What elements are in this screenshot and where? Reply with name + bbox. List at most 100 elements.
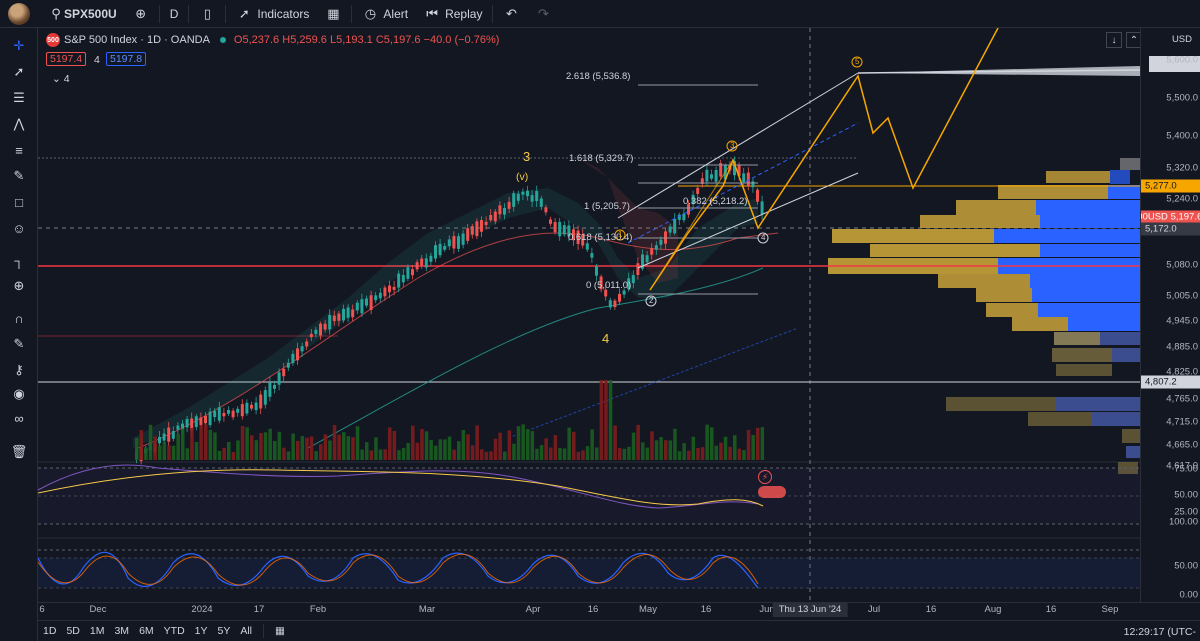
clock-label[interactable]: 12:29:17 (UTC- [1123, 626, 1196, 638]
lock-icon[interactable]: ⚷ [14, 362, 24, 377]
time-axis[interactable]: 6 Dec 2024 17 Feb Mar Apr 16 May 16 Jun … [38, 602, 1200, 617]
emoji-tool-icon[interactable]: ☺ [12, 220, 26, 236]
volume-bar [470, 445, 475, 460]
eye-icon[interactable]: ◉ [13, 386, 25, 401]
price-tick: 5,400.0 [1166, 130, 1198, 142]
replay-button[interactable]: ⏮ Replay [416, 0, 490, 28]
volume-bar [696, 448, 700, 460]
volume-bar [397, 450, 401, 460]
bid-box[interactable]: 5197.4 [46, 52, 87, 66]
ask-box[interactable]: 5197.8 [106, 52, 147, 66]
volume-bar [452, 449, 456, 460]
volume-bar [411, 425, 415, 460]
volume-bar [719, 442, 723, 460]
crosshair-tool-icon[interactable]: ✛ [13, 38, 25, 53]
indicators-button[interactable]: ➚ Indicators [228, 0, 317, 28]
flag-events-icon[interactable] [758, 486, 786, 498]
volume-bar [489, 451, 493, 460]
price-tick: 5,320.0 [1166, 162, 1198, 174]
trash-icon[interactable]: 🗑 [10, 444, 28, 459]
volume-bar [544, 438, 548, 460]
price-axis[interactable]: USD 5,600.0 5,500.0 5,400.0 5,320.0 5,24… [1140, 28, 1200, 602]
prediction-tool-icon[interactable]: ≡ [15, 142, 23, 158]
currency-label[interactable]: USD [1171, 34, 1192, 45]
volume-bar [503, 451, 507, 460]
layouts-button[interactable]: ▦ [317, 0, 349, 28]
volume-bar [466, 434, 470, 460]
volume-bar [645, 447, 650, 460]
spread-value: 4 [94, 54, 100, 66]
volume-bar [309, 436, 314, 460]
volume-bar [581, 450, 585, 460]
volume-bar [705, 424, 709, 460]
symbol-search-button[interactable]: ⚲ SPX500U [40, 0, 125, 28]
range-5y-button[interactable]: 5Y [217, 625, 231, 637]
volume-bar [135, 437, 139, 460]
volume-bar [429, 439, 433, 460]
volume-bar [254, 440, 259, 460]
pattern-tool-icon[interactable]: ⋀ [13, 116, 25, 131]
range-1y-button[interactable]: 1Y [194, 625, 208, 637]
volume-bar [383, 449, 387, 460]
range-5d-button[interactable]: 5D [66, 625, 80, 637]
text-tool-icon[interactable]: □ [15, 194, 23, 210]
fib-tool-icon[interactable]: ☰ [13, 90, 25, 105]
market-status-icon [219, 37, 226, 43]
volume-bar [691, 436, 696, 460]
volume-bar [484, 451, 489, 460]
alert-button[interactable]: ◷ Alert [354, 0, 416, 28]
rewind-icon: ⏮ [426, 5, 438, 21]
volume-bar [723, 436, 728, 460]
drawing-toolbar: ✛ ➚ ☰ ⋀ ≡ ✎ □ ☺ ┐ ⊕ ∩ ✎ ⚷ ◉ ∞ 🗑 [0, 28, 38, 641]
chart-type-button[interactable]: ▯ [191, 0, 223, 28]
magnet-icon[interactable]: ∩ [14, 310, 24, 326]
volume-bar [148, 424, 153, 460]
user-avatar[interactable] [8, 2, 30, 25]
oanda-logo-icon: 500 [46, 33, 60, 47]
redo-button[interactable]: ↷ [527, 0, 559, 28]
volume-bar [406, 442, 410, 460]
zoom-in-icon[interactable]: ⊕ [13, 278, 25, 293]
legend-change: −40.0 (−0.76%) [423, 34, 500, 46]
price-tick: 4,765.0 [1166, 393, 1198, 405]
volume-bar [682, 443, 686, 460]
chart-pane[interactable]: 2.618 (5,536.8) 1.618 (5,329.7) 1 (5,205… [38, 28, 1140, 602]
volume-bar [217, 451, 222, 460]
stay-drawing-icon[interactable]: ✎ [13, 336, 25, 351]
indicators-toggle[interactable]: ⌄ 4 [52, 73, 70, 85]
volume-bar [144, 447, 148, 460]
collapse-icon[interactable]: ⌃ [1126, 32, 1140, 48]
compare-symbol-button[interactable]: ⊕ [125, 0, 157, 28]
range-1m-button[interactable]: 1M [89, 625, 105, 637]
range-3m-button[interactable]: 3M [114, 625, 130, 637]
alarm-clock-icon: ◷ [364, 5, 377, 21]
calendar-icon[interactable]: ▦ [275, 625, 285, 637]
arrow-down-icon[interactable]: ↓ [1106, 32, 1122, 48]
range-ytd-button[interactable]: YTD [163, 625, 185, 637]
price-tag-crosshair: 5,172.0 [1141, 222, 1200, 236]
interval-button[interactable]: D [169, 6, 179, 21]
link-icon[interactable]: ∞ [14, 410, 24, 426]
volume-bar [208, 429, 213, 460]
lightning-event-icon[interactable]: ⚡ [758, 470, 772, 484]
fib-0382-label: 0.382 (5,218.2) [683, 196, 748, 207]
range-all-button[interactable]: All [240, 625, 253, 637]
volume-bar [342, 432, 346, 460]
range-6m-button[interactable]: 6M [139, 625, 154, 637]
volume-bar [475, 425, 479, 460]
symbol-label: SPX500U [64, 6, 117, 21]
trend-line-tool-icon[interactable]: ➚ [13, 64, 25, 79]
volume-bar [263, 432, 268, 460]
undo-button[interactable]: ↶ [495, 0, 527, 28]
brush-tool-icon[interactable]: ✎ [13, 168, 25, 183]
range-1d-button[interactable]: 1D [43, 625, 57, 637]
legend-title[interactable]: S&P 500 Index · 1D · OANDA [64, 34, 210, 46]
ruler-tool-icon[interactable]: ┐ [14, 252, 24, 268]
time-tick: May [639, 604, 657, 615]
price-tick: 4,617.0 [1166, 460, 1198, 472]
volume-bar [153, 436, 157, 460]
time-tick: Jul [867, 604, 881, 615]
rsi-tick: 75.00 [1174, 463, 1198, 475]
volume-bar [286, 451, 291, 460]
candles-icon: ▯ [203, 5, 211, 21]
